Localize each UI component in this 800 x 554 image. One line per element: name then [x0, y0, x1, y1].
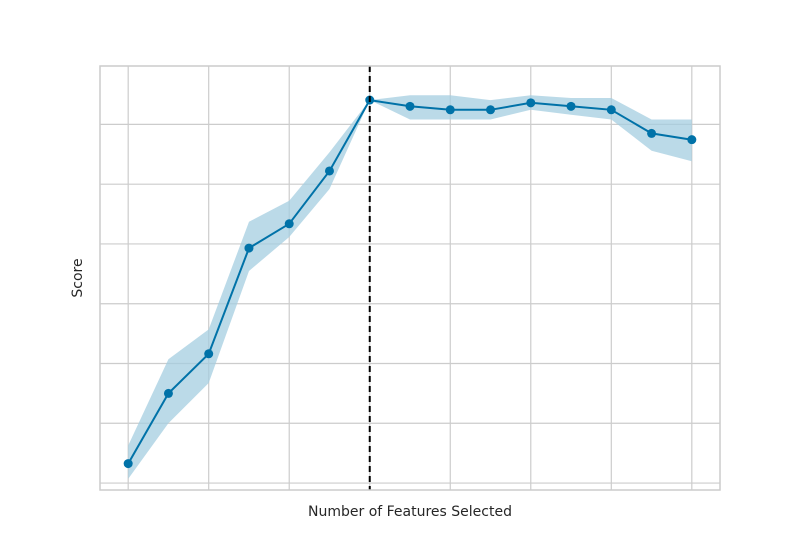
score-point — [123, 459, 133, 469]
score-line — [127, 99, 692, 465]
series-points-layer — [123, 95, 697, 469]
y-axis-label: Score — [70, 258, 86, 297]
score-point — [526, 98, 536, 108]
series-line-layer — [127, 99, 692, 465]
score-point — [284, 219, 294, 229]
score-point — [324, 166, 334, 176]
score-point — [204, 349, 214, 359]
score-point — [606, 105, 616, 115]
score-point — [445, 105, 455, 115]
score-point — [647, 128, 657, 138]
score-point — [244, 243, 254, 253]
score-point — [405, 101, 415, 111]
score-point — [566, 101, 576, 111]
confidence-band-layer — [128, 95, 692, 479]
x-axis-label: Number of Features Selected — [308, 504, 512, 520]
score-point — [163, 388, 173, 398]
confidence-band — [128, 95, 692, 479]
plot-frame — [99, 65, 721, 491]
score-point — [687, 135, 697, 145]
score-point — [486, 105, 496, 115]
